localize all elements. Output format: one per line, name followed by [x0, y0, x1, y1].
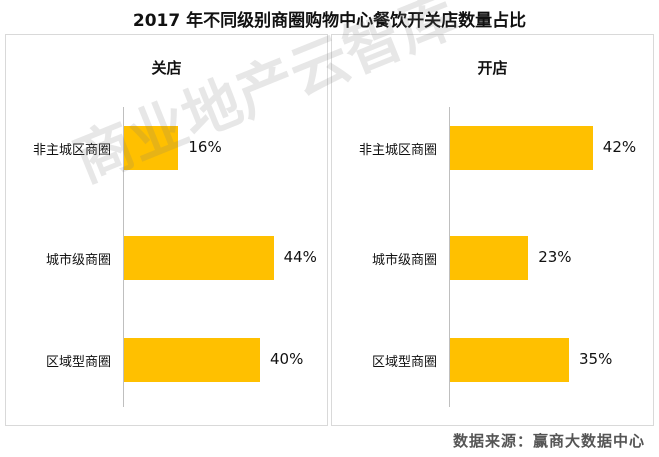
bar-regional — [124, 338, 260, 382]
value-label-regional: 40% — [270, 350, 304, 368]
chart-title: 2017 年不同级别商圈购物中心餐饮开关店数量占比 — [132, 11, 527, 31]
category-label-city-level: 城市级商圈 — [371, 253, 437, 268]
category-label-non-core: 非主城区商圈 — [32, 143, 111, 158]
bar-city-level — [450, 236, 529, 280]
bar-non-core — [124, 126, 179, 170]
value-label-non-core: 16% — [188, 138, 222, 156]
category-label-non-core: 非主城区商圈 — [358, 143, 437, 158]
chart-panel-open: 开店 非主城区商圈 42% 城市级商圈 23% 区域型商圈 35% — [331, 34, 654, 426]
value-label-regional: 35% — [579, 350, 613, 368]
category-label-regional: 区域型商圈 — [45, 355, 111, 370]
panel-title-close: 关店 — [151, 59, 182, 77]
value-label-city-level: 44% — [283, 248, 317, 266]
panel-title-open: 开店 — [477, 59, 508, 77]
category-label-city-level: 城市级商圈 — [45, 253, 111, 268]
bar-non-core — [450, 126, 593, 170]
bar-city-level — [124, 236, 274, 280]
y-axis-line — [449, 107, 450, 407]
category-label-regional: 区域型商圈 — [371, 355, 437, 370]
data-source-note: 数据来源：赢商大数据中心 — [452, 432, 645, 450]
chart-panel-close: 关店 非主城区商圈 16% 城市级商圈 44% 区域型商圈 40% — [5, 34, 328, 426]
bar-regional — [450, 338, 569, 382]
value-label-city-level: 23% — [538, 248, 572, 266]
y-axis-line — [123, 107, 124, 407]
value-label-non-core: 42% — [602, 138, 637, 156]
